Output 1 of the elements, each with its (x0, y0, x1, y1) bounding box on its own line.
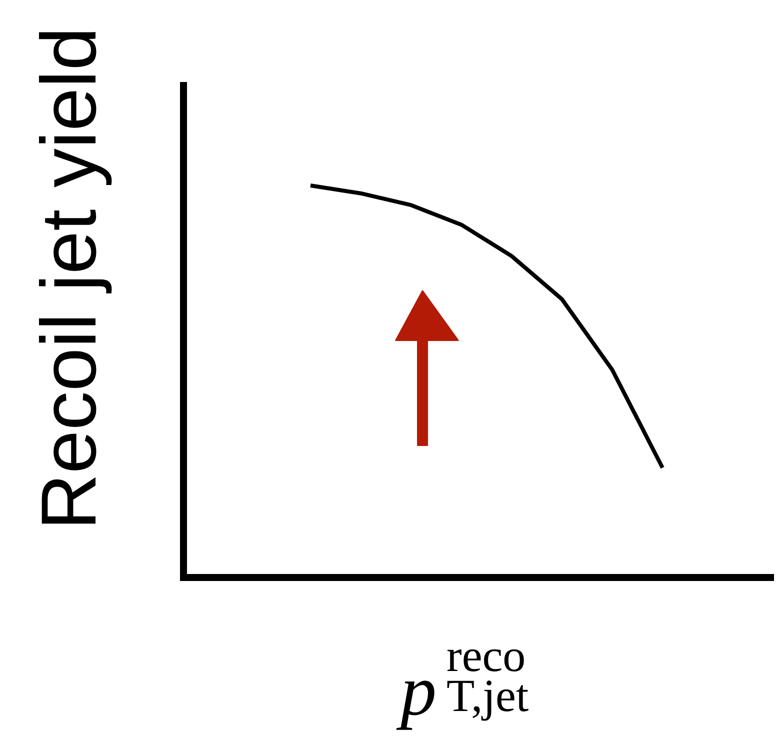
y-axis-title: Recoil jet yield (24, 27, 112, 530)
